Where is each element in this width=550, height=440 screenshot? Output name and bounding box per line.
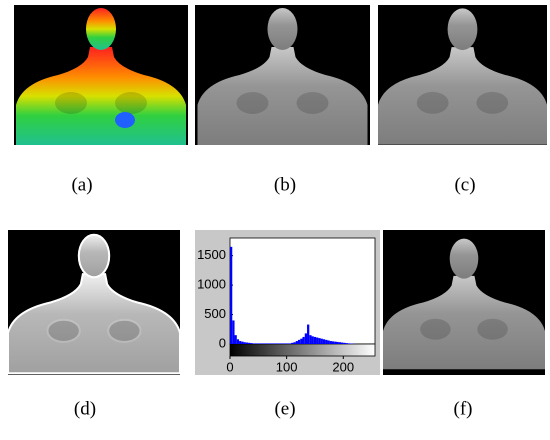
y-tick-label: 1000 [197, 277, 226, 292]
bar [255, 343, 257, 344]
bar [280, 343, 282, 344]
bar [332, 341, 334, 344]
bar [339, 342, 341, 344]
panel-label: (a) [71, 174, 92, 195]
panel-label: (b) [274, 174, 296, 195]
bar [235, 335, 237, 344]
bar [343, 343, 345, 344]
bar [287, 343, 289, 344]
bar [237, 339, 239, 344]
bar [244, 342, 246, 344]
bar [348, 343, 350, 344]
bar [248, 343, 250, 344]
bar [318, 338, 320, 344]
bar [278, 343, 280, 344]
bar [291, 343, 293, 344]
y-tick-label: 0 [219, 335, 226, 350]
bar [230, 247, 232, 344]
bar [321, 339, 323, 344]
bar [289, 343, 291, 344]
bar [309, 335, 311, 344]
bar [262, 343, 264, 344]
bar [307, 325, 309, 344]
bar [259, 343, 261, 344]
bar [232, 320, 234, 344]
bar [282, 343, 284, 344]
cold-spot [115, 112, 135, 128]
bar [300, 339, 302, 344]
bar [239, 341, 241, 344]
bar [264, 343, 266, 344]
bar [296, 341, 298, 344]
panel-label: (c) [454, 174, 475, 195]
bar [305, 333, 307, 344]
bar [314, 337, 316, 344]
bar [323, 339, 325, 344]
colorbar [230, 344, 375, 356]
x-tick-label: 100 [276, 359, 298, 374]
y-tick-label: 500 [204, 306, 226, 321]
bar [298, 340, 300, 344]
bar [273, 343, 275, 344]
bar [250, 343, 252, 344]
bar [336, 342, 338, 344]
bar [334, 342, 336, 344]
bar [241, 342, 243, 344]
bar [330, 341, 332, 344]
x-tick-label: 0 [226, 359, 233, 374]
bar [346, 343, 348, 344]
bar [327, 340, 329, 344]
bar [284, 343, 286, 344]
panel-label: (e) [274, 398, 295, 419]
bar [271, 343, 273, 344]
bar [325, 340, 327, 344]
bar [246, 343, 248, 344]
panel-label: (d) [74, 398, 96, 419]
bar [253, 343, 255, 344]
y-tick-label: 1500 [197, 247, 226, 262]
bar [269, 343, 271, 344]
bar [341, 343, 343, 344]
bar [293, 342, 295, 344]
panel-label: (f) [454, 398, 473, 419]
bar [316, 338, 318, 344]
plot-area [230, 238, 375, 344]
bar [266, 343, 268, 344]
bar [257, 343, 259, 344]
bar [303, 337, 305, 344]
x-tick-label: 200 [332, 359, 354, 374]
bar [275, 343, 277, 344]
bar [312, 336, 314, 344]
